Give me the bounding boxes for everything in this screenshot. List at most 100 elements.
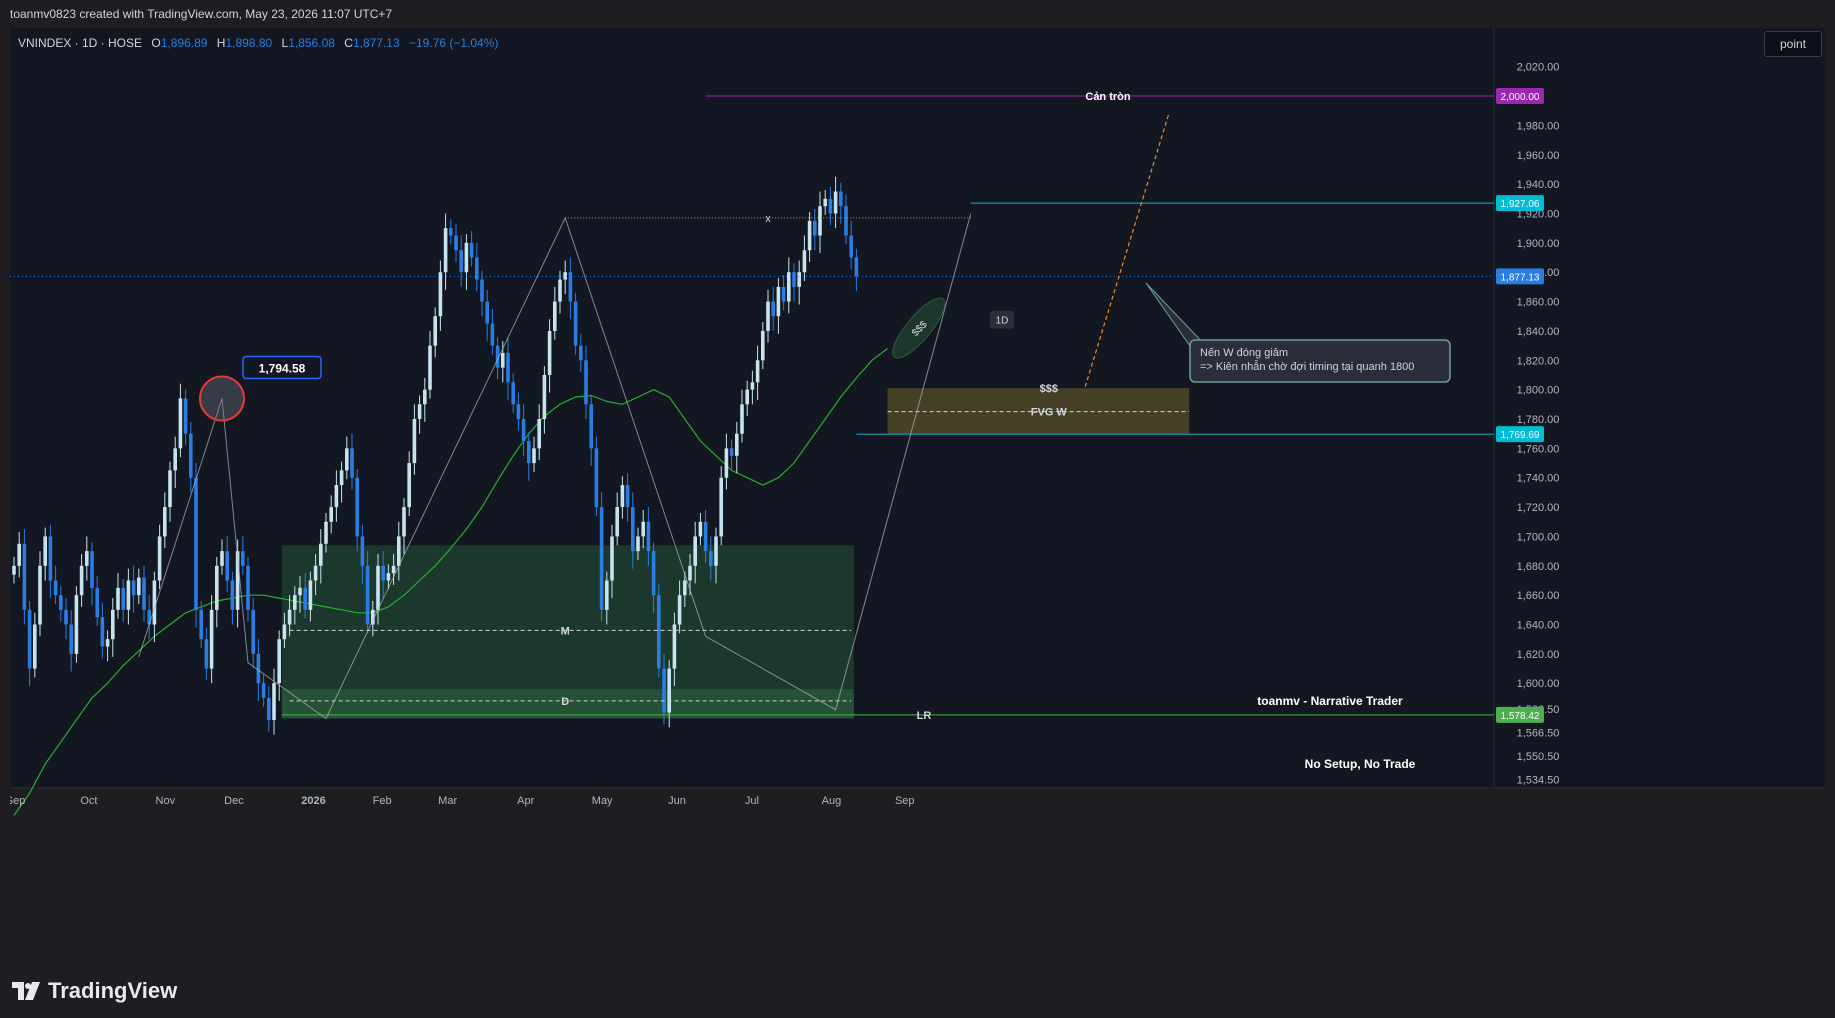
candle (683, 580, 687, 596)
candle (672, 624, 677, 669)
candle (355, 477, 359, 537)
candle (740, 404, 744, 434)
price-tick: 1,680.00 (1517, 561, 1560, 573)
lr-label: LR (917, 710, 932, 722)
candle (256, 653, 261, 684)
candle (152, 580, 157, 625)
candle (402, 507, 406, 537)
candle (605, 580, 609, 610)
candle (423, 389, 427, 405)
candle (511, 382, 515, 405)
price-tag-bg (1496, 195, 1544, 212)
candle (69, 624, 73, 654)
candle (750, 382, 755, 390)
candle (485, 301, 489, 324)
candle (173, 448, 177, 471)
candle (443, 228, 448, 273)
candle (646, 521, 651, 552)
candle (261, 683, 266, 698)
candle (703, 521, 708, 552)
candle (547, 330, 552, 375)
candle (745, 389, 749, 405)
candle (641, 521, 645, 537)
candle (802, 250, 807, 273)
candle (235, 551, 240, 610)
price-tick: 1,600.00 (1517, 678, 1560, 690)
candle (90, 551, 94, 588)
tradingview-logo-icon (12, 982, 40, 1000)
projection-arrow (1084, 114, 1169, 387)
candle (781, 286, 786, 302)
candle (771, 301, 775, 317)
candle (313, 565, 318, 581)
candle (553, 301, 557, 331)
candle (267, 697, 271, 720)
candle (797, 272, 801, 287)
price-tick: 1,940.00 (1517, 179, 1560, 191)
zigzag-line (138, 213, 972, 720)
candle (610, 536, 614, 581)
price-unit-button[interactable]: point (1764, 31, 1822, 57)
price-tag: 2,000.00 (1501, 92, 1540, 103)
candle (209, 609, 214, 669)
candle (272, 683, 276, 720)
candle (724, 448, 729, 478)
candle (282, 624, 287, 640)
price-tag: 1,769.69 (1501, 430, 1540, 441)
candle (527, 441, 531, 464)
price-tick: 1,550.50 (1517, 751, 1560, 763)
candle (542, 374, 547, 420)
candle (729, 448, 734, 456)
candle (807, 220, 812, 251)
candle (308, 580, 313, 610)
candle (755, 360, 760, 383)
candle (116, 587, 120, 610)
ohlc-header: VNINDEX · 1D · HOSE O1,896.89 H1,898.80 … (18, 36, 498, 50)
time-tick: Mar (438, 795, 457, 807)
candle (303, 587, 307, 610)
candle (776, 286, 781, 317)
open-value: 1,896.89 (160, 36, 208, 50)
price-tick: 1,534.50 (1517, 774, 1560, 786)
close-value: 1,877.13 (352, 36, 400, 50)
change-value: −19.76 (−1.04%) (409, 36, 499, 50)
candle (225, 551, 229, 581)
price-tick: 1,640.00 (1517, 620, 1560, 632)
price-axis-area (1494, 28, 1825, 788)
time-tick: Jun (668, 795, 686, 807)
candle (469, 242, 474, 258)
candle (79, 565, 84, 596)
candle (48, 536, 53, 581)
candle (126, 580, 131, 610)
candle (391, 565, 396, 574)
candle (823, 198, 827, 207)
candle (27, 609, 32, 669)
candle (386, 573, 391, 581)
candle (459, 250, 463, 273)
chart-frame[interactable]: 1,794.58 Cản tròn x M D LR $$$ $$$ FVG W 1D Nến W … (10, 28, 1825, 968)
fvg-label: FVG W (1031, 407, 1068, 419)
tradingview-logo[interactable]: TradingView (12, 978, 177, 1004)
candle (365, 565, 370, 625)
peak-label: 1,794.58 (259, 361, 306, 375)
price-tag: 1,927.06 (1501, 199, 1540, 210)
d-label: D (561, 696, 569, 708)
candle (131, 580, 136, 596)
candle (360, 536, 365, 566)
price-tick: 1,980.00 (1517, 120, 1560, 132)
candle (215, 565, 219, 610)
candle (693, 536, 697, 566)
tf-badge: 1D (996, 316, 1009, 327)
price-tick: 1,800.00 (1517, 385, 1560, 397)
candle (568, 272, 573, 302)
candle (12, 565, 16, 575)
candle (199, 609, 203, 640)
time-tick: Jul (745, 795, 759, 807)
candle (787, 272, 791, 302)
candle (277, 639, 281, 684)
x-label: x (765, 213, 771, 225)
candle (204, 639, 209, 669)
candle (480, 279, 484, 302)
liquidity-top-label: $$$ (1040, 383, 1058, 395)
